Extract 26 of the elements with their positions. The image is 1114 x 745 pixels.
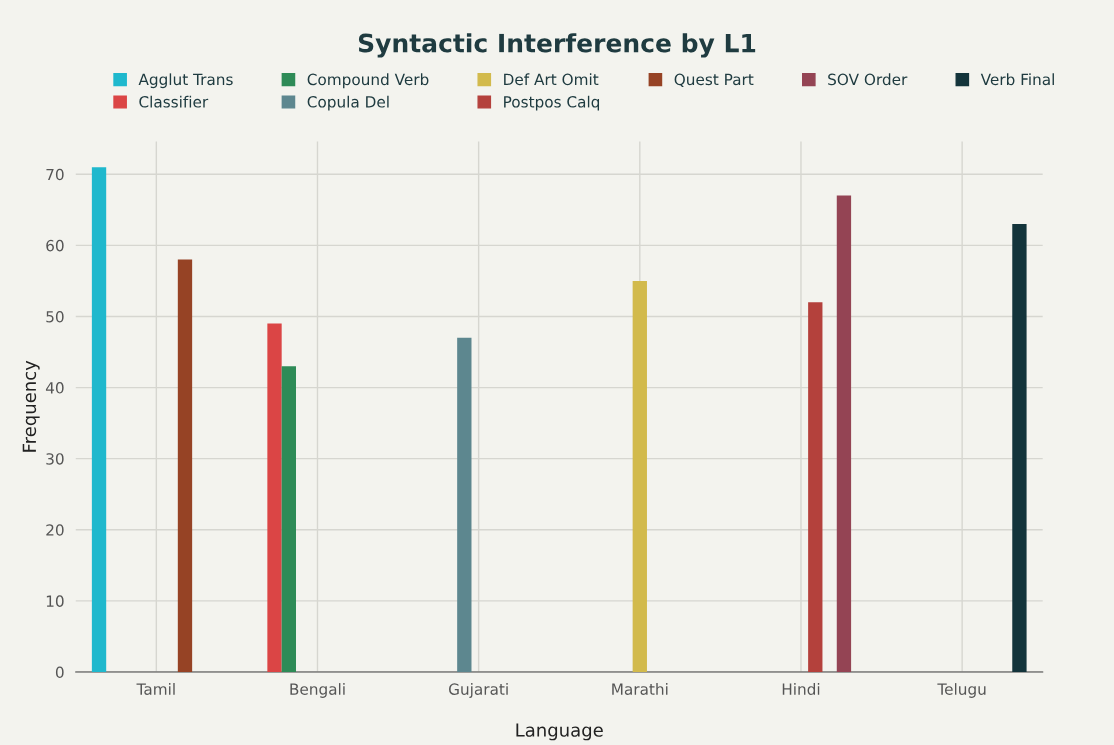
y-tick-label: 50 (46, 310, 64, 323)
legend-label: Agglut Trans (138, 73, 233, 89)
y-tick-label: 30 (46, 453, 64, 465)
y-tick-label: 0 (55, 666, 64, 679)
x-tick-label: Telugu (937, 683, 986, 698)
x-tick-label: Gujarati (449, 683, 508, 698)
chart-title: Syntactic Interference by L1 (358, 33, 756, 58)
x-tick-label: Marathi (612, 683, 668, 695)
legend-label: Verb Final (980, 73, 1054, 86)
legend-label: Def Art Omit (504, 73, 599, 86)
y-tick-label: 40 (45, 382, 64, 394)
x-tick-label: Bengali (290, 683, 345, 698)
legend-label: SOV Order (828, 73, 908, 86)
legend-label: Classifier (139, 95, 209, 108)
legend-label: Compound Verb (307, 73, 429, 89)
y-axis-title: Frequency (22, 360, 40, 452)
y-tick-label: 20 (46, 524, 64, 536)
x-tick-label: Tamil (136, 683, 175, 695)
legend-label: Postpos Calq (504, 95, 600, 111)
x-axis-title: Language (516, 723, 603, 741)
legend-label: Copula Del (307, 95, 389, 111)
x-tick-label: Hindi (782, 683, 820, 695)
y-tick-label: 10 (46, 595, 64, 607)
legend-label: Quest Part (674, 73, 754, 87)
y-tick-label: 70 (46, 168, 64, 181)
y-tick-label: 60 (46, 239, 64, 252)
